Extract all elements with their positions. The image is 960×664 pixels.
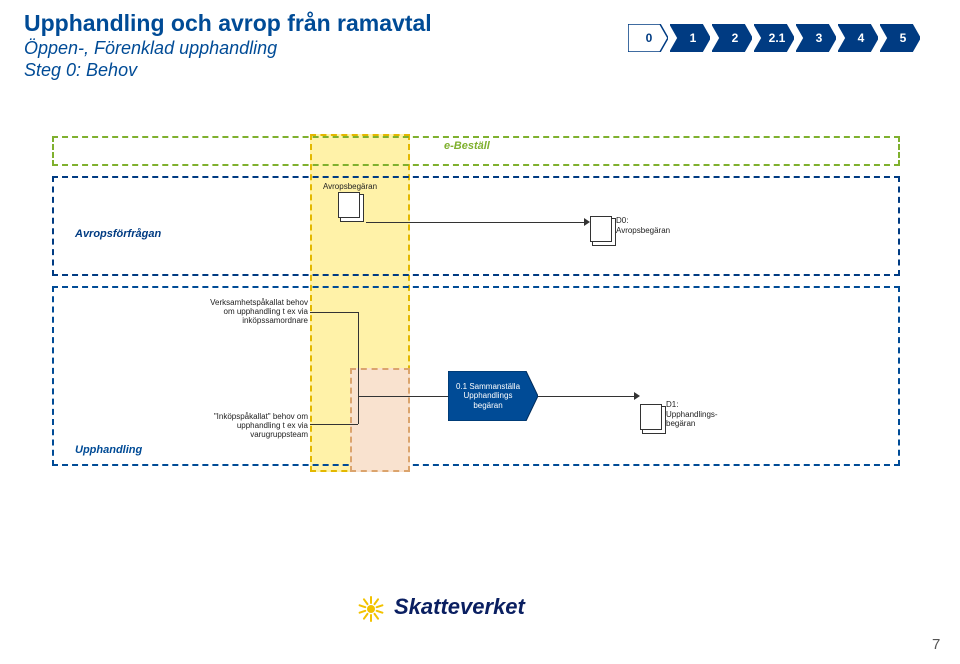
doc-d1-label: D1: Upphandlings- begäran <box>666 400 746 429</box>
process-0-1-sammanstalla: 0.1 Sammanställa Upphandlings begäran <box>448 371 538 421</box>
text-line: "Inköpspåkallat" behov om <box>214 412 308 421</box>
breadcrumb-step-label: 2 <box>718 24 752 52</box>
doc-avropsbegaran-label: Avropsbegäran <box>290 182 410 192</box>
text-inkop-behov: "Inköpspåkallat" behov om upphandling t … <box>168 412 308 440</box>
text-line: D0: <box>616 216 628 225</box>
text-line: begäran <box>666 419 695 428</box>
connector-inkop-vert <box>358 396 359 424</box>
breadcrumb-step-label: 5 <box>886 24 920 52</box>
step-breadcrumb: 012 2.1 345 <box>628 24 920 52</box>
breadcrumb-step: 3 <box>796 24 836 52</box>
page-number: 7 <box>932 636 940 653</box>
band-avrop <box>52 176 900 276</box>
step-line: Steg 0: Behov <box>24 60 137 81</box>
text-line: varugruppsteam <box>250 430 308 439</box>
band-avrop-label: Avropsförfrågan <box>75 228 161 240</box>
breadcrumb-step: 4 <box>838 24 878 52</box>
process-label: 0.1 Sammanställa Upphandlings begäran <box>452 375 524 417</box>
connector-inkop-horiz <box>310 424 358 425</box>
logo-text: Skatteverket <box>394 594 525 620</box>
breadcrumb-step-label: 0 <box>630 24 668 52</box>
connector-proc-to-d1 <box>538 396 634 397</box>
breadcrumb-step: 5 <box>880 24 920 52</box>
text-line: om upphandling t ex via <box>224 307 309 316</box>
text-line: Upphandlings- <box>666 410 718 419</box>
document-icon <box>640 404 662 430</box>
connector-avropsbegaran-to-d0 <box>366 222 584 223</box>
connector-merge-to-proc <box>358 396 448 397</box>
text-line: upphandling t ex via <box>237 421 308 430</box>
text-line: inköpssamordnare <box>242 316 308 325</box>
sun-icon <box>356 592 386 622</box>
document-icon <box>338 192 360 218</box>
breadcrumb-step: 1 <box>670 24 710 52</box>
breadcrumb-step-label: 4 <box>844 24 878 52</box>
arrowhead-icon <box>634 392 640 400</box>
band-ebestall-label: e-Beställ <box>444 140 490 152</box>
doc-d0-label: D0: Avropsbegäran <box>616 216 696 235</box>
text-verksamhets-behov: Verksamhetspåkallat behov om upphandling… <box>168 298 308 326</box>
text-line: begäran <box>473 401 502 410</box>
breadcrumb-step-label: 1 <box>676 24 710 52</box>
highlight-inner-peach <box>350 368 410 472</box>
text-line: Avropsbegäran <box>616 226 670 235</box>
skatteverket-logo: Skatteverket <box>356 592 525 622</box>
text-line: 0.1 Sammanställa <box>456 382 520 391</box>
text-line: Upphandlings <box>464 391 513 400</box>
breadcrumb-step-label: 3 <box>802 24 836 52</box>
text-line: Verksamhetspåkallat behov <box>210 298 308 307</box>
band-upphandling-label: Upphandling <box>75 444 142 456</box>
page-title: Upphandling och avrop från ramavtal <box>24 10 432 37</box>
connector-verk-horiz <box>310 312 358 313</box>
breadcrumb-step-label: 2.1 <box>760 24 794 52</box>
connector-verk-vert <box>358 312 359 396</box>
document-icon <box>590 216 612 242</box>
text-line: D1: <box>666 400 678 409</box>
page-subtitle: Öppen-, Förenklad upphandling <box>24 38 277 59</box>
breadcrumb-step: 2.1 <box>754 24 794 52</box>
breadcrumb-step: 2 <box>712 24 752 52</box>
breadcrumb-step: 0 <box>628 24 668 52</box>
